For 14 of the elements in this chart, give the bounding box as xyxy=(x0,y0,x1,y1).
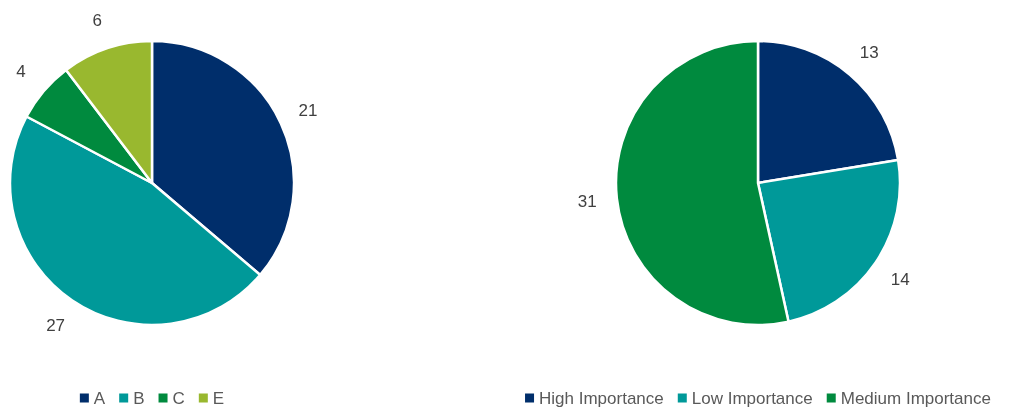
legend-label: Low Importance xyxy=(691,388,813,408)
legend-label: High Importance xyxy=(539,388,664,408)
data-label: 31 xyxy=(577,192,597,212)
data-label: 14 xyxy=(890,269,910,289)
legend-label: Medium Importance xyxy=(840,388,991,408)
data-label: 6 xyxy=(92,10,102,30)
legend-label: C xyxy=(172,388,185,408)
data-label: 21 xyxy=(298,101,318,121)
data-label: 4 xyxy=(16,62,26,82)
legend-label: E xyxy=(212,388,225,408)
legend-label: B xyxy=(133,388,145,408)
data-label: 13 xyxy=(859,42,879,62)
data-label: 27 xyxy=(46,315,66,335)
legend-label: A xyxy=(93,388,106,408)
